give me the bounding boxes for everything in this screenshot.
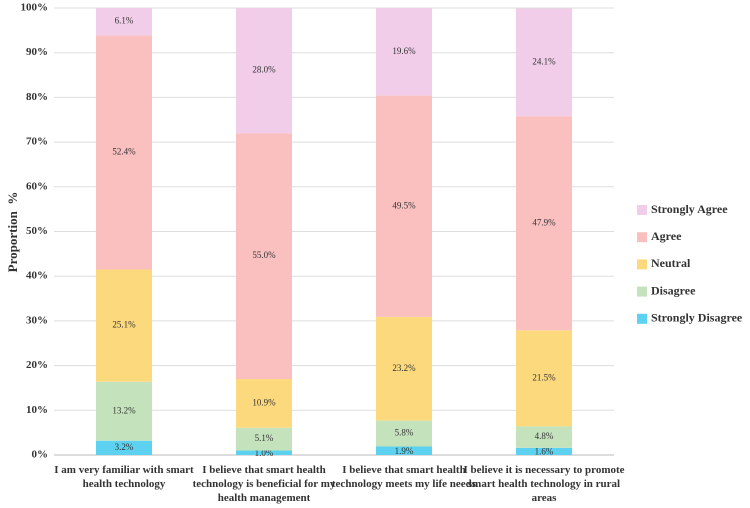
legend-swatch: [637, 259, 647, 270]
value-label: 4.8%: [535, 431, 554, 441]
value-label: 52.4%: [112, 146, 136, 156]
y-tick-label: 0%: [32, 449, 49, 461]
y-tick-label: 40%: [26, 270, 48, 282]
value-label: 1.6%: [535, 446, 554, 456]
bar-segment: [376, 316, 432, 421]
bar-segment: [236, 379, 292, 428]
legend-label: Neutral: [651, 256, 691, 270]
value-label: 25.1%: [112, 320, 136, 330]
bar-segment: [96, 35, 152, 270]
bar-segment: [96, 269, 152, 382]
bar-segment: [236, 450, 292, 455]
bar-segment: [516, 116, 572, 331]
y-tick-label: 60%: [26, 180, 48, 192]
y-tick-label: 100%: [21, 2, 49, 14]
y-tick-label: 80%: [26, 91, 48, 103]
bar-segment: [376, 8, 432, 96]
value-label: 1.0%: [255, 448, 274, 458]
y-tick-label: 90%: [26, 46, 48, 58]
y-axis-label: Proportion %: [5, 192, 20, 273]
value-label: 21.5%: [532, 372, 556, 382]
bar-segment: [516, 447, 572, 455]
legend-label: Disagree: [651, 283, 696, 297]
value-label: 10.9%: [252, 397, 276, 407]
value-label: 19.6%: [392, 46, 416, 56]
legend-label: Strongly Agree: [651, 202, 728, 216]
legend-swatch: [637, 286, 647, 297]
legend-swatch: [637, 205, 647, 215]
value-label: 5.8%: [395, 428, 414, 438]
bar-segment: [516, 330, 572, 427]
value-label: 24.1%: [532, 56, 556, 66]
value-label: 23.2%: [392, 363, 416, 373]
bar-segment: [376, 95, 432, 317]
y-tick-label: 50%: [26, 225, 48, 237]
bar-segment: [516, 426, 572, 448]
y-tick-label: 30%: [26, 314, 48, 326]
x-tick-label: I believe it is necessary to promote sma…: [463, 464, 625, 504]
y-tick-label: 20%: [26, 359, 48, 371]
value-label: 47.9%: [532, 217, 556, 227]
x-tick-label: I believe that smart health technology i…: [192, 464, 336, 504]
x-tick-label: I believe that smart health technology m…: [331, 464, 477, 490]
bar-segment: [516, 8, 572, 117]
bar-segment: [96, 8, 152, 36]
y-tick-label: 70%: [26, 136, 48, 148]
legend-swatch: [637, 313, 647, 324]
value-label: 5.1%: [255, 433, 274, 443]
value-label: 6.1%: [115, 16, 134, 26]
value-label: 1.9%: [395, 446, 414, 456]
legend-label: Agree: [651, 229, 682, 243]
legend-swatch: [637, 232, 647, 243]
bar-segment: [376, 420, 432, 447]
bar-segment: [376, 446, 432, 455]
y-tick-label: 10%: [26, 404, 48, 416]
value-label: 55.0%: [252, 250, 276, 260]
value-label: 13.2%: [112, 405, 136, 415]
legend-label: Strongly Disagree: [651, 311, 743, 325]
bar-segment: [96, 440, 152, 455]
bar-segment: [236, 427, 292, 451]
value-label: 28.0%: [252, 65, 276, 75]
value-label: 49.5%: [392, 200, 416, 210]
bar-segment: [96, 381, 152, 441]
bar-segment: [236, 8, 292, 134]
value-label: 3.2%: [115, 442, 134, 452]
x-tick-label: I am very familiar with smart health tec…: [54, 464, 194, 490]
bar-segment: [236, 133, 292, 380]
